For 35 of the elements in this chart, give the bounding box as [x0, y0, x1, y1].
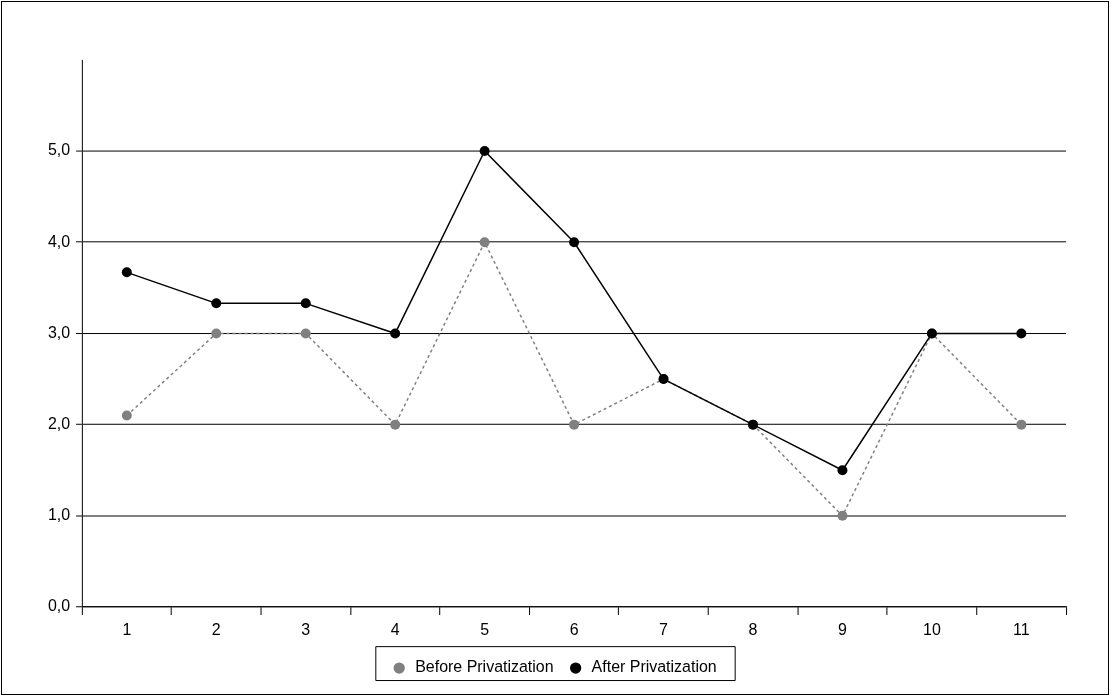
point	[837, 510, 848, 521]
point	[121, 410, 132, 421]
x-tick-label: 1	[122, 620, 132, 638]
point	[479, 146, 490, 157]
point	[390, 328, 401, 339]
point	[1016, 419, 1027, 430]
point	[569, 419, 580, 430]
x-tick-label: 6	[569, 620, 579, 638]
point	[121, 267, 132, 278]
x-tick-label: 10	[923, 620, 941, 638]
x-tick-label: 8	[748, 620, 758, 638]
x-tick-label: 3	[301, 620, 311, 638]
legend-label: After Privatization	[591, 658, 717, 676]
x-tick-label: 9	[838, 620, 848, 638]
point	[1016, 328, 1027, 339]
legend-label: Before Privatization	[415, 658, 554, 676]
y-tick-label: 2,0	[47, 415, 71, 433]
point	[300, 328, 311, 339]
y-tick-label: 3,0	[47, 323, 71, 341]
y-tick-label: 1,0	[47, 506, 71, 524]
point	[837, 465, 848, 476]
x-tick-label: 7	[659, 620, 669, 638]
y-tick-label: 0,0	[47, 597, 71, 615]
point	[211, 328, 222, 339]
x-tick-label: 11	[1013, 620, 1030, 638]
y-tick-label: 4,0	[47, 232, 71, 250]
x-tick-label: 5	[480, 620, 490, 638]
point	[479, 237, 490, 248]
point	[390, 419, 401, 430]
point	[300, 298, 311, 309]
point	[569, 237, 580, 248]
y-tick-label: 5,0	[47, 141, 71, 159]
x-tick-label: 4	[390, 620, 400, 638]
x-tick-label: 2	[211, 620, 221, 638]
point	[211, 298, 222, 309]
